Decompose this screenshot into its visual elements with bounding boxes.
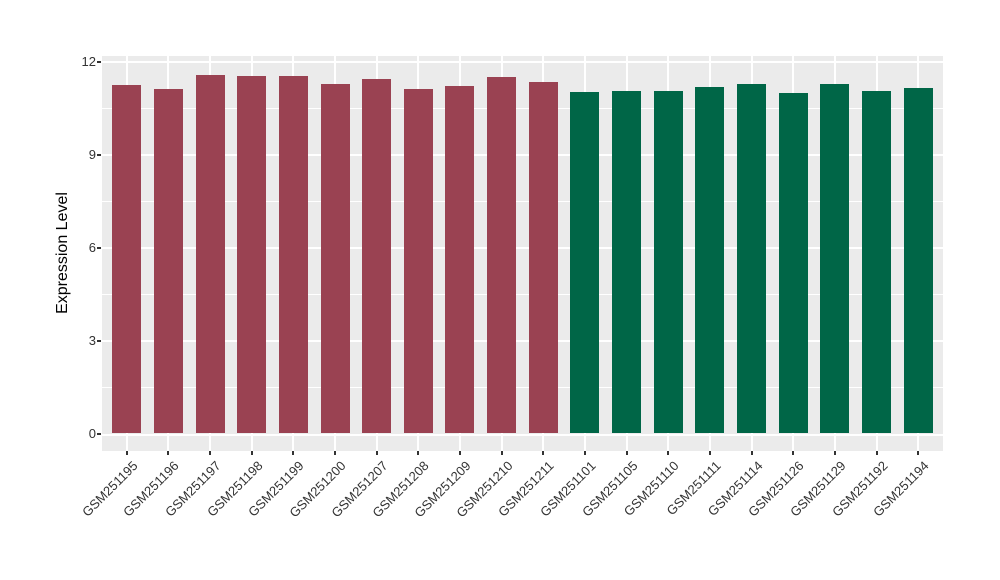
y-tick-label: 12 bbox=[81, 54, 96, 70]
x-tick bbox=[458, 451, 461, 455]
bar-GSM251192 bbox=[862, 90, 892, 434]
x-tick bbox=[750, 451, 753, 455]
x-tick bbox=[209, 451, 212, 455]
bar-GSM251111 bbox=[695, 87, 725, 434]
x-tick bbox=[583, 451, 586, 455]
bar-GSM251114 bbox=[737, 84, 767, 434]
x-tick bbox=[792, 451, 795, 455]
x-tick bbox=[542, 451, 545, 455]
major-gridline bbox=[102, 433, 943, 436]
bar-GSM251105 bbox=[612, 90, 642, 434]
minor-gridline bbox=[102, 201, 943, 203]
x-tick bbox=[292, 451, 295, 455]
bar-GSM251101 bbox=[570, 92, 600, 434]
x-tick bbox=[625, 451, 628, 455]
x-tick bbox=[125, 451, 128, 455]
bar-GSM251207 bbox=[362, 79, 392, 434]
x-tick bbox=[250, 451, 253, 455]
bar-GSM251194 bbox=[903, 88, 933, 434]
plot-panel bbox=[102, 56, 943, 451]
bar-GSM251211 bbox=[528, 82, 558, 434]
y-tick-label: 9 bbox=[88, 147, 96, 163]
y-tick-label: 0 bbox=[88, 425, 96, 441]
x-tick bbox=[167, 451, 170, 455]
x-tick bbox=[708, 451, 711, 455]
x-tick bbox=[500, 451, 503, 455]
x-tick bbox=[417, 451, 420, 455]
bar-GSM251208 bbox=[403, 88, 433, 434]
minor-gridline bbox=[102, 293, 943, 295]
bar-GSM251126 bbox=[778, 93, 808, 434]
y-tick-label: 3 bbox=[88, 332, 96, 348]
bar-GSM251196 bbox=[153, 88, 183, 434]
bar-GSM251198 bbox=[237, 75, 267, 434]
x-tick bbox=[375, 451, 378, 455]
y-tick bbox=[97, 61, 101, 64]
x-tick bbox=[667, 451, 670, 455]
bar-GSM251129 bbox=[820, 83, 850, 434]
bar-GSM251195 bbox=[112, 84, 142, 434]
major-gridline bbox=[102, 339, 943, 342]
y-tick-label: 6 bbox=[88, 239, 96, 255]
x-tick bbox=[917, 451, 920, 455]
major-gridline bbox=[102, 246, 943, 249]
major-gridline bbox=[102, 61, 943, 64]
x-tick bbox=[833, 451, 836, 455]
bar-GSM251200 bbox=[320, 83, 350, 434]
bar-GSM251199 bbox=[278, 75, 308, 434]
y-tick bbox=[97, 432, 101, 435]
x-tick bbox=[875, 451, 878, 455]
x-tick bbox=[334, 451, 336, 455]
minor-gridline bbox=[102, 108, 943, 110]
minor-gridline bbox=[102, 386, 943, 388]
y-tick bbox=[97, 154, 101, 157]
y-tick bbox=[97, 246, 101, 249]
y-tick bbox=[97, 339, 101, 342]
bar-GSM251110 bbox=[653, 90, 683, 434]
bar-GSM251210 bbox=[487, 77, 517, 434]
major-gridline bbox=[102, 154, 943, 157]
bar-GSM251197 bbox=[195, 74, 225, 434]
bar-GSM251209 bbox=[445, 85, 475, 434]
y-axis-title: Expression Level bbox=[54, 192, 71, 314]
